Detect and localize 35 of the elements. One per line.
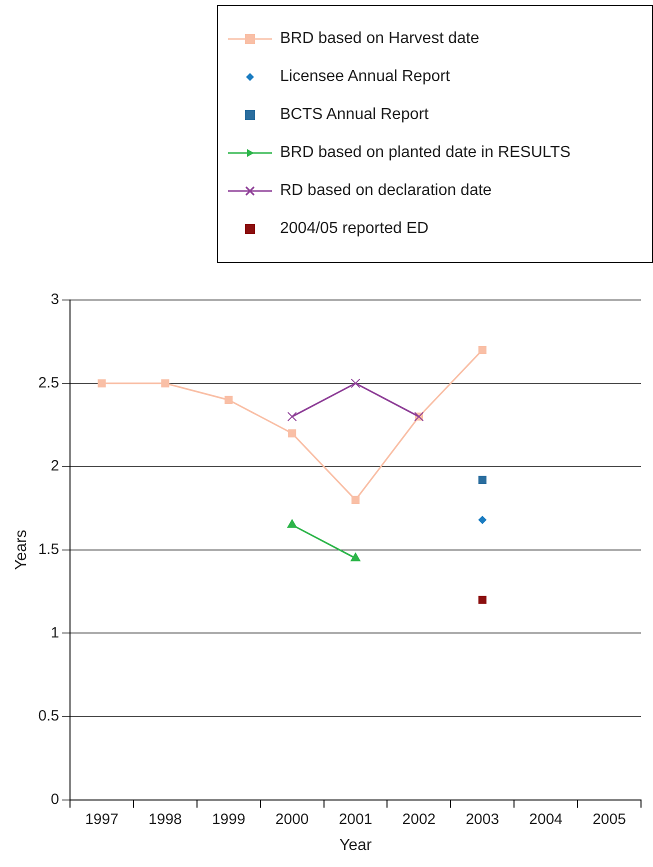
legend-label: BRD based on planted date in RESULTS <box>280 144 571 162</box>
x-tick-label: 1999 <box>212 810 246 828</box>
y-tick-label: 1.5 <box>38 541 60 558</box>
x-tick-label: 2001 <box>338 810 372 828</box>
point <box>351 496 360 504</box>
legend-label: BRD based on Harvest date <box>280 30 480 48</box>
x-tick-label: 2000 <box>275 810 309 828</box>
y-tick-label: 2.5 <box>38 374 60 392</box>
point <box>161 379 170 388</box>
x-axis-title: Year <box>339 836 372 854</box>
y-tick-label: 2 <box>50 458 60 475</box>
point <box>350 378 360 388</box>
point <box>478 516 486 524</box>
legend-label: BCTS Annual Report <box>280 106 429 124</box>
point <box>478 346 486 354</box>
x-tick-label: 2002 <box>402 810 436 828</box>
legend-label: RD based on declaration date <box>280 182 492 200</box>
point <box>287 412 297 422</box>
point <box>478 596 486 604</box>
x-tick-label: 2003 <box>466 810 500 828</box>
point <box>478 476 486 484</box>
x-tick-label: 2004 <box>529 810 563 828</box>
x-tick-label: 1998 <box>148 810 182 828</box>
legend-label: 2004/05 reported ED <box>280 220 429 238</box>
y-tick-label: 0.5 <box>38 708 60 725</box>
y-tick-label: 1 <box>50 624 60 642</box>
point <box>98 379 106 388</box>
y-tick-label: 3 <box>50 291 60 308</box>
legend-label: Licensee Annual Report <box>280 68 450 86</box>
x-tick-label: 2005 <box>592 810 626 828</box>
x-tick-label: 1997 <box>85 810 118 828</box>
point <box>288 429 296 438</box>
y-axis-title: Years <box>13 530 30 570</box>
y-tick-label: 0 <box>50 790 60 808</box>
point <box>224 396 233 404</box>
